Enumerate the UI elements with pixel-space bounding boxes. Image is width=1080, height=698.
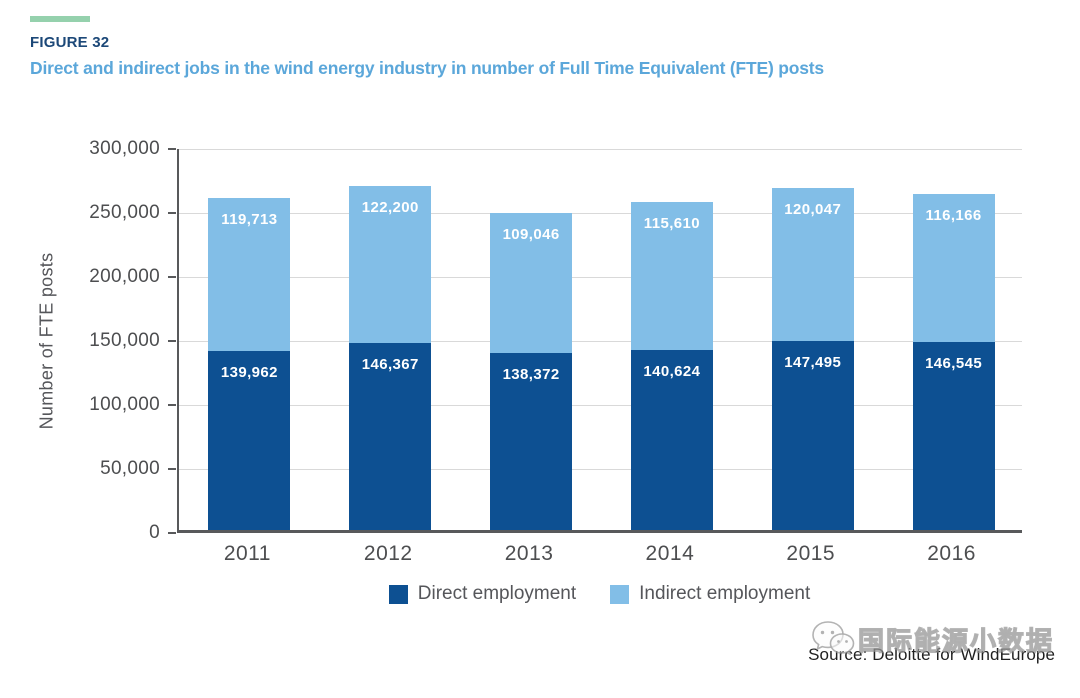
y-tick-mark (168, 276, 176, 278)
bar-2012: 122,200 146,367 (349, 186, 432, 530)
bar-value-label: 138,372 (502, 365, 560, 383)
direct-employment-segment: 140,624 (630, 350, 713, 530)
direct-employment-segment: 146,367 (349, 342, 432, 530)
direct-employment-segment: 139,962 (208, 350, 291, 530)
y-tick-label: 50,000 (100, 458, 160, 479)
bar-2014: 115,610 140,624 (630, 202, 713, 530)
y-tick-label: 0 (149, 522, 160, 543)
indirect-employment-segment: 119,713 (208, 197, 291, 351)
y-tick-mark (168, 468, 176, 470)
y-tick-label: 300,000 (89, 138, 160, 159)
figure-title: Direct and indirect jobs in the wind ene… (30, 58, 824, 78)
x-label-2014: 2014 (645, 542, 695, 565)
bar-value-label: 146,545 (925, 355, 983, 373)
plot-area: 119,713 139,962 122,200 146,367 109,046 138,3… (177, 149, 1022, 533)
gridline (179, 341, 1022, 342)
gridline (179, 405, 1022, 406)
x-label-2013: 2013 (504, 542, 554, 565)
indirect-employment-segment: 116,166 (912, 193, 995, 343)
legend: Direct employment Indirect employment (177, 583, 1022, 605)
indirect-employment-label: Indirect employment (639, 583, 811, 604)
accent-dash (30, 16, 90, 22)
y-tick-label: 150,000 (89, 330, 160, 351)
y-tick-label: 200,000 (89, 266, 160, 287)
bar-value-label: 120,047 (784, 200, 842, 218)
indirect-employment-swatch (610, 584, 630, 604)
bar-value-label: 140,624 (643, 363, 701, 380)
bar-value-label: 116,166 (925, 206, 982, 224)
indirect-employment-segment: 122,200 (349, 186, 432, 343)
gridline (179, 149, 1022, 150)
x-label-2011: 2011 (223, 542, 271, 565)
legend-item-direct: Direct employment (388, 583, 577, 605)
bar-2011: 119,713 139,962 (208, 197, 291, 530)
direct-employment-swatch (388, 584, 408, 604)
gridline (179, 277, 1022, 278)
figure-number: FIGURE 32 (30, 34, 110, 51)
direct-employment-label: Direct employment (417, 583, 577, 604)
y-tick-mark (168, 148, 176, 150)
direct-employment-segment: 146,545 (912, 342, 995, 530)
direct-employment-segment: 138,372 (490, 352, 573, 530)
bar-value-label: 139,962 (220, 363, 278, 381)
x-label-2016: 2016 (927, 542, 976, 565)
bar-value-label: 115,610 (643, 215, 700, 233)
bar-value-label: 146,367 (361, 355, 419, 373)
bar-2013: 109,046 138,372 (490, 213, 573, 530)
bar-value-label: 109,046 (502, 226, 560, 244)
y-tick-mark (168, 212, 176, 214)
bar-value-label: 147,495 (784, 354, 842, 372)
indirect-employment-segment: 115,610 (630, 202, 713, 350)
y-tick-mark (168, 340, 176, 342)
indirect-employment-segment: 120,047 (771, 187, 854, 342)
bar-value-label: 122,200 (361, 199, 419, 217)
legend-item-indirect: Indirect employment (610, 583, 810, 605)
bar-2015: 120,047 147,495 (771, 187, 854, 530)
x-label-2015: 2015 (786, 542, 836, 565)
direct-employment-segment: 147,495 (771, 341, 854, 530)
gridline (179, 469, 1022, 470)
indirect-employment-segment: 109,046 (490, 213, 573, 353)
bar-2016: 116,166 146,545 (912, 193, 995, 530)
gridline (179, 213, 1022, 214)
y-tick-label: 100,000 (89, 394, 160, 415)
y-tick-label: 250,000 (89, 202, 160, 223)
source-caption: Source: Deloitte for WindEurope (808, 645, 1055, 664)
y-tick-mark (168, 404, 176, 406)
x-label-2012: 2012 (363, 542, 413, 565)
bar-value-label: 119,713 (221, 210, 278, 228)
y-tick-mark (168, 532, 176, 534)
